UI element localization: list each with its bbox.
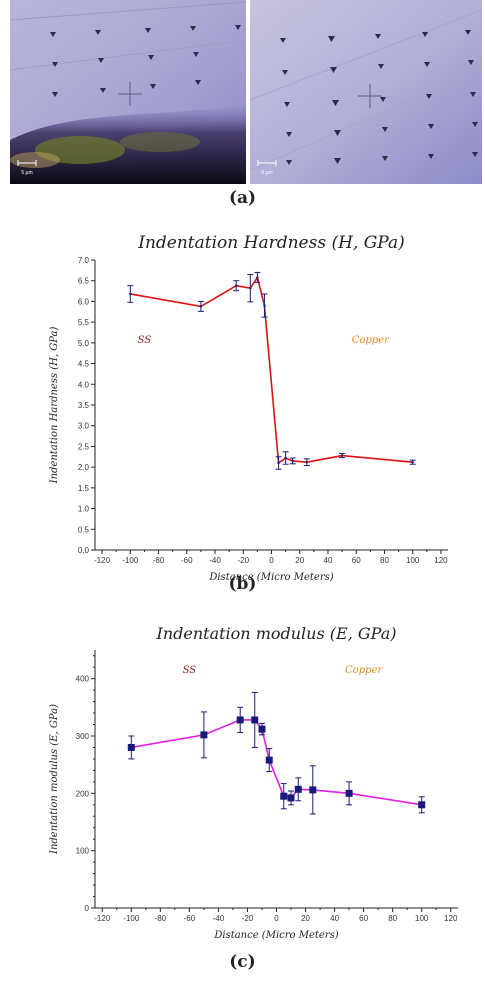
modulus-chart-svg: Indentation modulus (E, GPa) -120 -100 -80 -…	[49, 624, 458, 941]
y-tick-label: 400	[76, 675, 90, 684]
x-tick-label: -120	[94, 556, 111, 565]
series-line	[130, 275, 413, 465]
x-tick-label: 100	[415, 914, 429, 923]
data-point	[418, 801, 426, 809]
x-axis-label: Distance (Micro Meters)	[213, 930, 338, 941]
data-point	[263, 304, 266, 307]
region-label: Copper	[345, 665, 383, 676]
x-tick-label: 0	[274, 914, 279, 923]
y-tick-label: 0.0	[78, 546, 90, 555]
x-tick-label: 0	[269, 556, 274, 565]
y-tick-label: 2.0	[78, 463, 90, 472]
scale-bar-label: 5 µm	[21, 170, 32, 176]
y-tick-label: 4.5	[78, 360, 90, 369]
data-point	[256, 276, 259, 279]
y-tick-label: 6.0	[78, 297, 90, 306]
x-tick-label: -100	[123, 914, 140, 923]
y-tick-label: 6.5	[78, 277, 90, 286]
y-tick-label: 100	[76, 847, 90, 856]
x-tick-label: 40	[324, 556, 333, 565]
x-tick-label: 80	[380, 556, 389, 565]
x-tick-label: -40	[209, 556, 221, 565]
chart-title: Indentation modulus (E, GPa)	[156, 624, 397, 643]
x-tick-label: 60	[359, 914, 368, 923]
data-point	[200, 731, 208, 739]
data-point	[258, 725, 266, 733]
y-tick-label: 3.5	[78, 401, 90, 410]
data-point	[340, 454, 344, 457]
caption-c: (c)	[229, 952, 256, 972]
crosshair-icon	[118, 82, 142, 106]
data-point	[294, 785, 302, 793]
x-tick-label: 20	[295, 556, 304, 565]
y-tick-label: 1.0	[78, 505, 90, 514]
data-point	[411, 460, 414, 464]
x-tick-label: -120	[94, 914, 111, 923]
caption-b: (b)	[228, 574, 257, 594]
x-tick-label: 120	[444, 914, 458, 923]
data-point	[127, 743, 135, 751]
data-point	[345, 789, 353, 797]
data-point	[309, 786, 317, 794]
y-axis-label: Indentation modulus (E, GPa)	[49, 704, 60, 855]
crosshair-icon	[358, 84, 382, 108]
data-point	[129, 292, 132, 296]
modulus-chart: Indentation modulus (E, GPa) -120 -100 -80 -…	[0, 618, 485, 948]
x-tick-label: -60	[181, 556, 193, 565]
data-point	[265, 756, 273, 764]
x-tick-label: -80	[155, 914, 167, 923]
x-tick-label: 80	[388, 914, 397, 923]
x-tick-label: -20	[242, 914, 254, 923]
y-axis-label: Indentation Hardness (H, GPa)	[49, 327, 60, 485]
y-tick-label: 7.0	[78, 256, 90, 265]
x-axis-label: Distance (Micro Meters)	[208, 572, 333, 583]
region-label: SS	[138, 335, 152, 346]
region-label: SS	[183, 665, 197, 676]
y-tick-label: 0	[85, 904, 90, 913]
x-tick-label: -80	[153, 556, 165, 565]
y-tick-label: 5.0	[78, 339, 90, 348]
micrograph-left: 5 µm	[10, 0, 247, 184]
data-point	[287, 794, 295, 802]
data-point	[236, 716, 244, 724]
chart-title: Indentation Hardness (H, GPa)	[137, 233, 405, 253]
data-point	[235, 284, 238, 287]
scale-bar-label: 5 µm	[261, 170, 272, 176]
data-point	[249, 286, 252, 290]
hardness-chart: Indentation Hardness (H, GPa) -120 -100 -80…	[0, 228, 485, 583]
y-tick-label: 200	[76, 789, 90, 798]
x-tick-label: 60	[352, 556, 361, 565]
data-point	[305, 460, 308, 464]
y-tick-label: 300	[76, 732, 90, 741]
y-tick-label: 5.5	[78, 318, 90, 327]
x-tick-label: 120	[434, 556, 448, 565]
region-label: Copper	[352, 335, 390, 346]
x-tick-label: -100	[122, 556, 139, 565]
x-tick-label: 20	[301, 914, 310, 923]
hardness-chart-svg: Indentation Hardness (H, GPa) -120 -100 -80…	[49, 233, 448, 583]
y-tick-label: 3.0	[78, 422, 90, 431]
y-tick-label: 0.5	[78, 525, 90, 534]
y-tick-label: 2.5	[78, 442, 90, 451]
micrograph-panel: 5 µm 5 µm	[10, 0, 482, 184]
data-point	[277, 461, 280, 465]
scale-bar: 5 µm	[257, 160, 277, 176]
data-point	[280, 792, 288, 800]
data-point	[251, 716, 259, 724]
y-tick-label: 1.5	[78, 484, 90, 493]
data-point	[284, 456, 287, 460]
x-tick-label: -40	[213, 914, 225, 923]
data-point	[291, 459, 294, 463]
caption-a: (a)	[228, 188, 257, 208]
scale-bar: 5 µm	[17, 160, 37, 176]
x-tick-label: -20	[237, 556, 249, 565]
x-tick-label: -60	[184, 914, 196, 923]
x-tick-label: 40	[330, 914, 339, 923]
data-point	[199, 305, 203, 308]
x-tick-label: 100	[406, 556, 420, 565]
y-tick-label: 4.0	[78, 380, 90, 389]
series-line	[131, 719, 422, 806]
micrograph-right: 5 µm	[249, 0, 482, 184]
